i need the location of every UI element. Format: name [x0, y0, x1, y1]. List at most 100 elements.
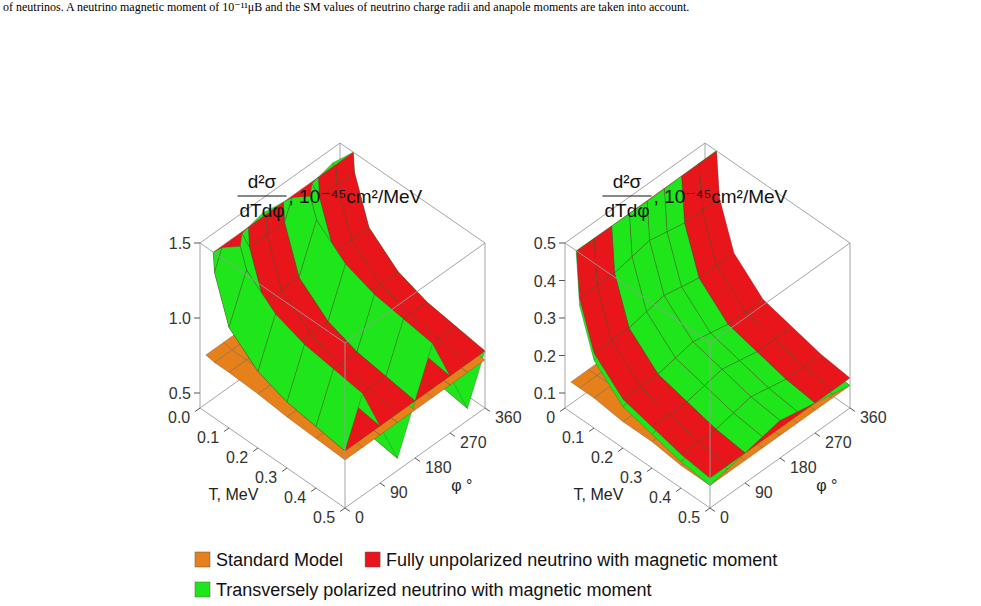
x-tick-label: 0.3 [255, 469, 277, 486]
z-tick [194, 243, 200, 244]
z-tick [559, 318, 565, 319]
x-tick-label: 0.1 [197, 429, 219, 446]
y-tick-label: 360 [495, 409, 522, 426]
legend-label: Fully unpolarized neutrino with magnetic… [386, 550, 777, 570]
x-tick-label: 0.2 [591, 449, 613, 466]
x-axis-title: T, MeV [209, 486, 259, 503]
z-tick [559, 355, 565, 356]
x-tick-label: 0.0 [168, 409, 190, 426]
box-edge [710, 343, 711, 508]
fraction-bar [602, 195, 651, 196]
z-tick-label: 0.5 [169, 385, 191, 402]
y-axis-title: φ ° [451, 477, 472, 494]
x-tick [647, 468, 652, 471]
z-axis-title-unit: , 10⁻⁴⁵cm²/MeV [289, 186, 423, 207]
y-tick [415, 458, 420, 461]
x-tick [560, 408, 565, 411]
legend-swatch [365, 552, 380, 567]
surface-facet: Transversely polarized neutrino with mag… [316, 369, 363, 451]
z-axis-title-unit: , 10⁻⁴⁵cm²/MeV [654, 186, 788, 207]
caption: of neutrinos. A neutrino magnetic moment… [3, 0, 689, 14]
y-tick [745, 483, 750, 486]
z-tick-label: 0.5 [534, 235, 556, 252]
x-tick [589, 428, 594, 431]
z-axis-title-numerator: d²σ [613, 171, 642, 192]
surface-facet: Fully unpolarized neutrino with magnetic… [681, 442, 728, 478]
y-tick [815, 433, 820, 436]
y-tick-label: 0 [720, 509, 729, 526]
z-tick-label: 0.4 [534, 273, 556, 290]
surface-facet: Fully unpolarized neutrino with magnetic… [594, 341, 641, 400]
x-tick-label: 0 [546, 409, 555, 426]
y-tick [345, 508, 350, 511]
x-tick [195, 408, 200, 411]
panel: Standard ModelTransversely polarized neu… [168, 143, 522, 526]
surface-facet: Fully unpolarized neutrino with magnetic… [580, 286, 612, 354]
x-tick [705, 508, 710, 511]
y-tick-label: 360 [860, 409, 887, 426]
x-axis-title: T, MeV [574, 486, 624, 503]
box-edge [200, 243, 201, 408]
y-tick [380, 483, 385, 486]
z-axis-title-numerator: d²σ [248, 171, 277, 192]
z-tick [194, 318, 200, 319]
y-tick-label: 180 [790, 459, 817, 476]
z-tick [559, 280, 565, 281]
z-tick-label: 0.3 [534, 310, 556, 327]
x-tick-label: 0.1 [562, 429, 584, 446]
legend-item: Fully unpolarized neutrino with magnetic… [365, 550, 777, 570]
panel: Standard ModelTransversely polarized neu… [534, 143, 887, 526]
legend-swatch [195, 552, 210, 567]
x-tick-label: 0.5 [678, 509, 700, 526]
box-edge [565, 243, 710, 343]
box-edge [345, 408, 485, 508]
z-tick-label: 0.1 [534, 385, 556, 402]
y-tick [450, 433, 455, 436]
x-tick-label: 0.4 [284, 489, 306, 506]
z-tick-label: 0.2 [534, 348, 556, 365]
box-edge [200, 408, 345, 508]
y-tick [485, 408, 490, 411]
box-edge [345, 243, 485, 343]
y-tick-label: 270 [825, 434, 852, 451]
box-edge [710, 243, 850, 343]
z-tick-label: 1.5 [169, 235, 191, 252]
y-tick-label: 0 [355, 509, 364, 526]
y-axis-title: φ ° [816, 477, 837, 494]
y-tick-label: 270 [460, 434, 487, 451]
x-tick [224, 428, 229, 431]
x-tick-label: 0.5 [313, 509, 335, 526]
y-tick [710, 508, 715, 511]
z-axis-title-denominator: dTdφ [604, 200, 649, 221]
legend-label: Standard Model [216, 550, 343, 570]
legend-swatch [195, 582, 210, 597]
y-tick-label: 90 [390, 484, 408, 501]
box-edge [710, 408, 850, 508]
legend-label: Transversely polarized neutrino with mag… [216, 580, 652, 600]
legend-item: Standard Model [195, 550, 343, 570]
y-tick [850, 408, 855, 411]
box-edge [565, 408, 710, 508]
y-tick-label: 180 [425, 459, 452, 476]
box-edge [345, 343, 346, 508]
box-edge [485, 243, 486, 408]
figure: of neutrinos. A neutrino magnetic moment… [0, 0, 981, 606]
y-tick [780, 458, 785, 461]
x-tick [253, 448, 258, 451]
box-edge [200, 243, 345, 343]
x-tick [311, 488, 316, 491]
x-tick [676, 488, 681, 491]
z-tick [559, 393, 565, 394]
fraction-bar [237, 195, 286, 196]
x-tick [340, 508, 345, 511]
legend-item: Transversely polarized neutrino with mag… [195, 580, 652, 600]
z-axis-title-denominator: dTdφ [239, 200, 284, 221]
x-tick-label: 0.4 [649, 489, 671, 506]
box-edge [850, 243, 851, 408]
x-tick-label: 0.2 [226, 449, 248, 466]
x-tick [282, 468, 287, 471]
legend: Standard Model Fully unpolarized neutrino… [195, 550, 777, 600]
box-edge [565, 243, 566, 408]
z-tick [194, 393, 200, 394]
x-tick-label: 0.3 [620, 469, 642, 486]
